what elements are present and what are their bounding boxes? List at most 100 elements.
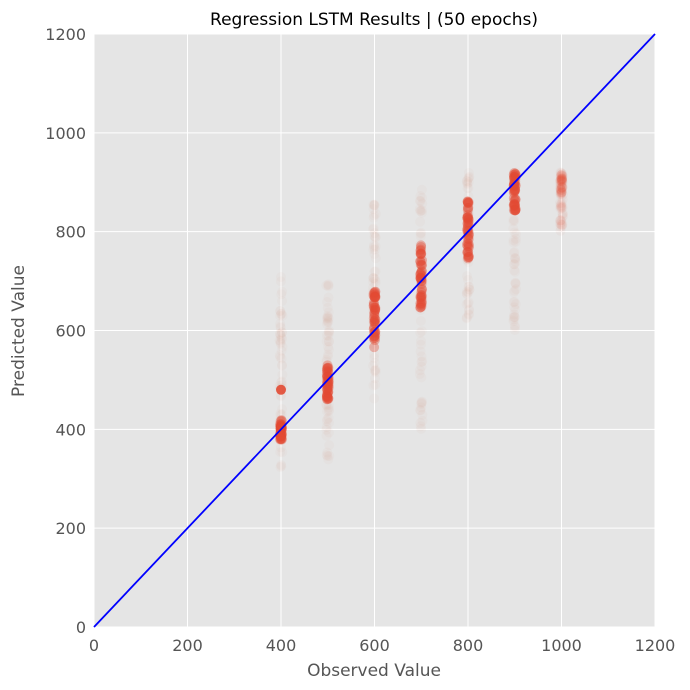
data-point-faint-1-50 <box>322 450 332 460</box>
data-point-faint-0-52 <box>275 447 285 457</box>
data-point-5-3 <box>509 199 520 210</box>
data-point-5-23 <box>509 186 520 197</box>
data-point-0-2 <box>276 431 287 442</box>
y-axis-ticks: 0 200 400 600 800 1000 1200 <box>45 25 86 637</box>
data-point-2-22 <box>370 314 381 325</box>
data-point-0-39 <box>276 421 287 432</box>
data-point-faint-4-54 <box>462 299 472 309</box>
data-point-3-33 <box>416 293 427 304</box>
data-point-1-41 <box>322 377 333 388</box>
data-point-4-37 <box>463 242 474 253</box>
data-point-2-15 <box>369 317 380 328</box>
data-point-0-41 <box>275 427 286 438</box>
data-point-4-32 <box>463 214 474 225</box>
data-point-0-8 <box>275 421 286 432</box>
y-tick-label-4: 800 <box>55 223 86 242</box>
data-point-5-34 <box>509 200 520 211</box>
data-point-6-2 <box>556 182 567 193</box>
data-point-0-30 <box>276 431 287 442</box>
data-point-6-8 <box>557 182 568 193</box>
data-point-5-10 <box>508 180 519 191</box>
data-point-2-35 <box>370 302 381 313</box>
data-point-faint-1-59 <box>322 314 332 324</box>
data-point-3-9 <box>416 266 427 277</box>
data-point-faint-5-54 <box>510 322 520 332</box>
data-point-3-32 <box>415 268 426 279</box>
data-point-2-25 <box>369 316 380 327</box>
data-point-0-13 <box>276 415 287 426</box>
data-point-1-3 <box>322 390 333 401</box>
data-point-2-24 <box>369 332 380 343</box>
data-point-faint-5-52 <box>511 257 521 267</box>
data-point-2-42 <box>369 335 380 346</box>
data-point-6-21 <box>557 182 568 193</box>
data-point-2-26 <box>370 286 381 297</box>
data-point-faint-1-58 <box>322 336 332 346</box>
data-point-faint-0-42 <box>276 289 286 299</box>
data-point-5-20 <box>510 185 521 196</box>
data-point-2-32 <box>369 287 380 298</box>
data-point-2-27 <box>368 290 379 301</box>
data-point-faint-0-58 <box>277 327 287 337</box>
data-point-3-24 <box>416 296 427 307</box>
data-point-5-8 <box>510 203 521 214</box>
data-point-1-35 <box>322 366 333 377</box>
x-tick-label-3: 600 <box>359 636 390 655</box>
data-point-4-8 <box>463 253 474 264</box>
data-point-0-20 <box>275 434 286 445</box>
data-point-5-44 <box>509 205 520 216</box>
data-point-6-19 <box>556 188 567 199</box>
data-point-6-4 <box>556 186 567 197</box>
data-point-3-23 <box>415 292 426 303</box>
data-point-5-39 <box>510 205 521 216</box>
data-point-2-5 <box>370 305 381 316</box>
data-point-4-5 <box>462 241 473 252</box>
data-point-2-23 <box>370 291 381 302</box>
data-point-6-5 <box>556 174 567 185</box>
data-point-3-25 <box>415 244 426 255</box>
data-point-2-6 <box>368 300 379 311</box>
data-point-faint-3-13 <box>415 217 425 227</box>
x-tick-label-1: 200 <box>172 636 203 655</box>
data-point-0-6 <box>275 421 286 432</box>
data-point-2-9 <box>368 333 379 344</box>
data-point-6-13 <box>555 184 566 195</box>
data-point-2-30 <box>369 292 380 303</box>
data-point-0-37 <box>275 433 286 444</box>
data-point-faint-1-51 <box>323 303 333 313</box>
data-point-faint-5-53 <box>510 305 520 315</box>
data-point-0-4 <box>275 421 286 432</box>
data-point-5-7 <box>510 184 521 195</box>
data-point-0-28 <box>275 431 286 442</box>
data-point-faint-1-13 <box>323 292 333 302</box>
data-point-0-38 <box>275 426 286 437</box>
data-point-faint-0-50 <box>277 354 287 364</box>
data-point-6-3 <box>555 175 566 186</box>
data-point-2-20 <box>369 314 380 325</box>
data-point-5-40 <box>508 200 519 211</box>
data-point-2-11 <box>369 291 380 302</box>
data-point-3-27 <box>417 284 428 295</box>
data-point-faint-2-58 <box>370 365 380 375</box>
data-point-2-4 <box>370 326 381 337</box>
chart-title: Regression LSTM Results | (50 epochs) <box>210 10 538 30</box>
data-point-1-6 <box>322 362 333 373</box>
data-point-faint-1-53 <box>324 440 334 450</box>
data-point-2-0 <box>368 297 379 308</box>
data-point-5-29 <box>510 168 521 179</box>
data-point-2-28 <box>368 288 379 299</box>
data-point-1-11 <box>323 393 334 404</box>
data-point-6-14 <box>555 171 566 182</box>
data-point-3-17 <box>415 302 426 313</box>
data-point-3-2 <box>415 245 426 256</box>
data-point-faint-1-31 <box>321 425 331 435</box>
data-point-faint-3-47 <box>417 362 427 372</box>
data-point-2-33 <box>369 302 380 313</box>
data-point-faint-3-28 <box>417 185 427 195</box>
data-point-4-25 <box>463 217 474 228</box>
data-point-2-39 <box>368 313 379 324</box>
data-point-6-27 <box>557 173 568 184</box>
data-point-faint-6-48 <box>557 220 567 230</box>
data-point-3-0 <box>416 265 427 276</box>
data-point-1-1 <box>322 363 333 374</box>
